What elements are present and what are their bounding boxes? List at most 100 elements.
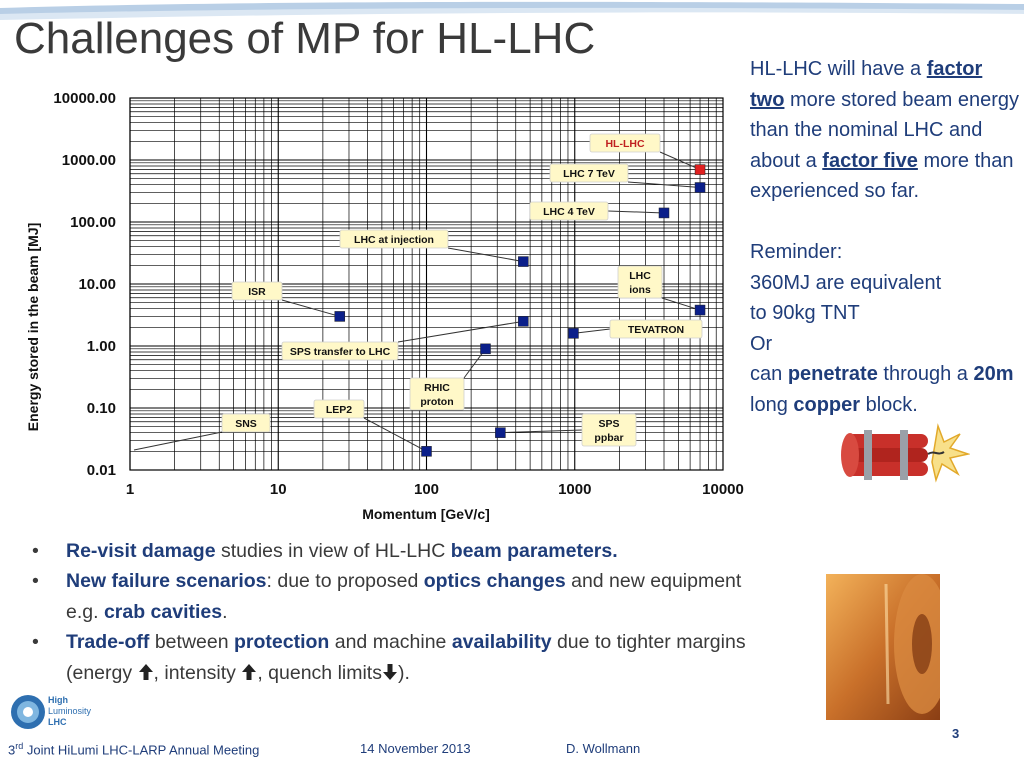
data-point-marker	[518, 316, 529, 327]
chart-point-labels: HL-LHC LHC 7 TeV LHC 4 TeV LHC at injection…	[221, 133, 703, 447]
data-label: LHC 7 TeV	[563, 168, 615, 180]
bullet-item: Trade-off between protection and machine…	[30, 627, 750, 688]
side-text: long	[750, 393, 794, 416]
y-tick-label: 10000.00	[53, 90, 116, 107]
bullet-item: Re-visit damage studies in view of HL-LH…	[30, 536, 750, 567]
data-label-box	[409, 377, 465, 411]
footer-author: D. Wollmann	[566, 741, 641, 756]
x-tick-label: 1000	[558, 481, 591, 498]
data-point-marker	[694, 164, 706, 175]
data-label: HL-LHC	[605, 138, 644, 150]
penetrate-text: penetrate	[787, 363, 878, 386]
bullet-text: ).	[397, 661, 410, 684]
arrow-up-icon	[242, 663, 257, 680]
data-point-marker	[694, 304, 706, 316]
side-paragraph-factor: HL-LHC will have a factor two more store…	[750, 54, 1020, 207]
bullet-text: : due to proposed	[266, 570, 424, 593]
data-label-box	[339, 229, 449, 249]
x-tick-label: 10	[270, 481, 287, 498]
reminder-label: Reminder:	[750, 240, 843, 263]
top-decoration	[0, 1, 1024, 20]
side-text: more stored beam energy than the nominal…	[750, 88, 1019, 172]
logo-text: Luminosity	[48, 706, 92, 716]
data-label: ppbar	[594, 432, 623, 444]
data-point-marker	[518, 256, 529, 267]
x-tick-label: 1	[126, 481, 134, 498]
bullet-text: due to tighter margins (energy	[66, 631, 746, 684]
data-label: LHC	[629, 270, 651, 282]
label-connector	[573, 328, 611, 334]
data-point-marker	[421, 446, 432, 457]
side-text: more than experienced so far.	[750, 149, 1014, 203]
data-label: TEVATRON	[628, 324, 684, 336]
data-label-box	[313, 399, 365, 419]
label-connector	[447, 247, 524, 263]
length-text: 20m	[973, 363, 1014, 386]
logo-text: LHC	[48, 717, 67, 727]
reminder-copper: can penetrate through a 20m long copper …	[750, 359, 1020, 420]
label-connector	[133, 431, 223, 451]
chart-markers	[334, 164, 706, 457]
data-label-box	[609, 319, 703, 339]
data-label: ions	[629, 284, 651, 296]
y-axis-label: Energy stored in the beam [MJ]	[25, 223, 41, 431]
hilumi-logo: High Luminosity LHC	[11, 695, 92, 729]
bullet-emphasis: New failure scenarios	[66, 570, 267, 593]
bullet-emphasis: Trade-off	[66, 631, 150, 654]
footer-meeting: 3rd Joint HiLumi LHC-LARP Annual Meeting	[8, 741, 259, 757]
side-text: through a	[877, 363, 974, 386]
data-label-box	[231, 281, 283, 301]
label-connector	[607, 210, 665, 214]
footer-text: Joint HiLumi LHC-LARP Annual Meeting	[23, 742, 260, 758]
bullet-item: New failure scenarios: due to proposed o…	[30, 566, 750, 627]
label-connector	[281, 299, 340, 317]
data-label-box	[589, 133, 661, 153]
footer-text: 3	[8, 742, 16, 758]
y-tick-label: 1000.00	[62, 152, 116, 169]
side-text: HL-LHC will have a	[750, 58, 927, 80]
footer-date: 14 November 2013	[360, 741, 471, 756]
data-label-box	[281, 341, 399, 361]
data-label-box	[529, 201, 609, 221]
y-tick-label: 100.00	[70, 214, 116, 231]
bullet-emphasis: protection	[233, 631, 330, 654]
bullet-text: , quench limits	[257, 661, 382, 684]
bullet-text: studies in view of HL-LHC	[215, 540, 451, 562]
page-number: 3	[952, 726, 960, 741]
data-label: proton	[420, 396, 453, 408]
side-text: can	[750, 363, 788, 386]
bullet-text: .	[222, 600, 228, 623]
bullet-emphasis: optics changes	[423, 570, 566, 593]
chart-tick-labels: 1 10 100 1000 10000 10000.00 1000.00 100.00 10.0…	[53, 90, 743, 498]
x-tick-label: 100	[414, 481, 439, 498]
bullet-text: between	[149, 631, 234, 654]
bullet-emphasis: crab cavities	[103, 600, 223, 623]
arrow-up-icon	[138, 663, 153, 680]
label-connector	[627, 181, 701, 189]
y-tick-label: 0.01	[87, 462, 116, 479]
data-label: SNS	[235, 418, 257, 430]
side-text: block.	[860, 393, 918, 416]
x-tick-label: 10000	[702, 481, 744, 498]
side-notes: HL-LHC will have a factor two more store…	[750, 54, 1020, 421]
data-label: SPS	[598, 418, 619, 430]
label-connector	[397, 320, 524, 343]
y-tick-label: 10.00	[78, 276, 116, 293]
bullet-text: , intensity	[153, 661, 242, 684]
bullet-emphasis: beam parameters.	[450, 540, 618, 562]
data-label: SPS transfer to LHC	[290, 346, 391, 358]
dynamite-image	[841, 423, 970, 483]
data-point-marker	[694, 182, 706, 193]
data-label: LHC at injection	[354, 234, 434, 246]
label-connector	[659, 151, 701, 171]
page-title: Challenges of MP for HL-LHC	[14, 14, 596, 63]
data-label: LEP2	[326, 404, 352, 416]
reminder-or: Or	[750, 332, 773, 355]
arrow-down-icon	[382, 663, 397, 680]
data-point-marker	[480, 343, 491, 355]
tnt-text: 360MJ are equivalent to 90kg TNT	[750, 271, 942, 325]
x-axis-label: Momentum [GeV/c]	[362, 506, 490, 522]
copper-block-image	[826, 574, 940, 720]
data-point-marker	[568, 328, 579, 339]
data-point-marker	[658, 207, 670, 219]
